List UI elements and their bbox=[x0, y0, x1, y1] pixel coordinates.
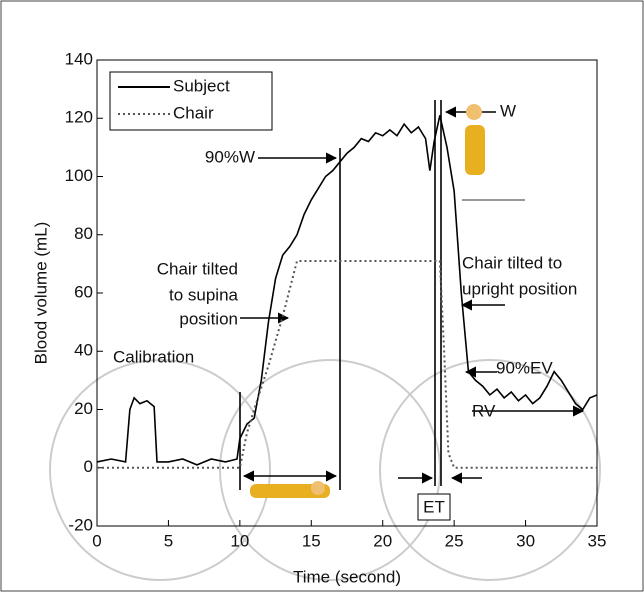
x-axis-label: Time (second) bbox=[293, 567, 401, 586]
legend-label: Chair bbox=[173, 103, 214, 122]
series-line bbox=[96, 115, 598, 466]
series-line bbox=[97, 259, 597, 469]
y-tick-label: 120 bbox=[65, 108, 93, 127]
y-tick-label: 60 bbox=[74, 282, 93, 301]
annotation: to supina bbox=[169, 285, 239, 304]
y-tick-label: -20 bbox=[68, 515, 93, 534]
annotation: Chair tilted to bbox=[462, 253, 562, 272]
watermark bbox=[49, 359, 601, 581]
annotation: upright position bbox=[462, 279, 577, 298]
annotation: Calibration bbox=[113, 347, 194, 366]
y-tick-label: 80 bbox=[74, 224, 93, 243]
x-tick-label: 20 bbox=[373, 531, 392, 550]
x-tick-label: 30 bbox=[516, 531, 535, 550]
y-tick-label: 100 bbox=[65, 166, 93, 185]
legend bbox=[109, 71, 273, 131]
x-tick-label: 0 bbox=[92, 531, 101, 550]
legend-label: Subject bbox=[173, 76, 230, 95]
y-tick-label: 140 bbox=[65, 49, 93, 68]
inset-figures bbox=[250, 104, 525, 498]
x-tick-label: 5 bbox=[164, 531, 173, 550]
annotation: 90%EV bbox=[496, 358, 553, 377]
y-tick-label: 20 bbox=[74, 399, 93, 418]
y-axis-label: Blood volume (mL) bbox=[31, 222, 50, 365]
annotation: RV bbox=[472, 401, 496, 420]
annotation: ET bbox=[423, 497, 445, 516]
x-tick-label: 15 bbox=[302, 531, 321, 550]
annotation: W bbox=[500, 101, 516, 120]
annotation: 90%W bbox=[205, 147, 255, 166]
y-tick-label: 40 bbox=[74, 341, 93, 360]
annotation: position bbox=[179, 309, 238, 328]
annotation: Chair tilted bbox=[157, 259, 238, 278]
x-tick-label: 25 bbox=[445, 531, 464, 550]
x-tick-label: 35 bbox=[588, 531, 607, 550]
x-tick-label: 10 bbox=[230, 531, 249, 550]
y-tick-label: 0 bbox=[84, 457, 93, 476]
